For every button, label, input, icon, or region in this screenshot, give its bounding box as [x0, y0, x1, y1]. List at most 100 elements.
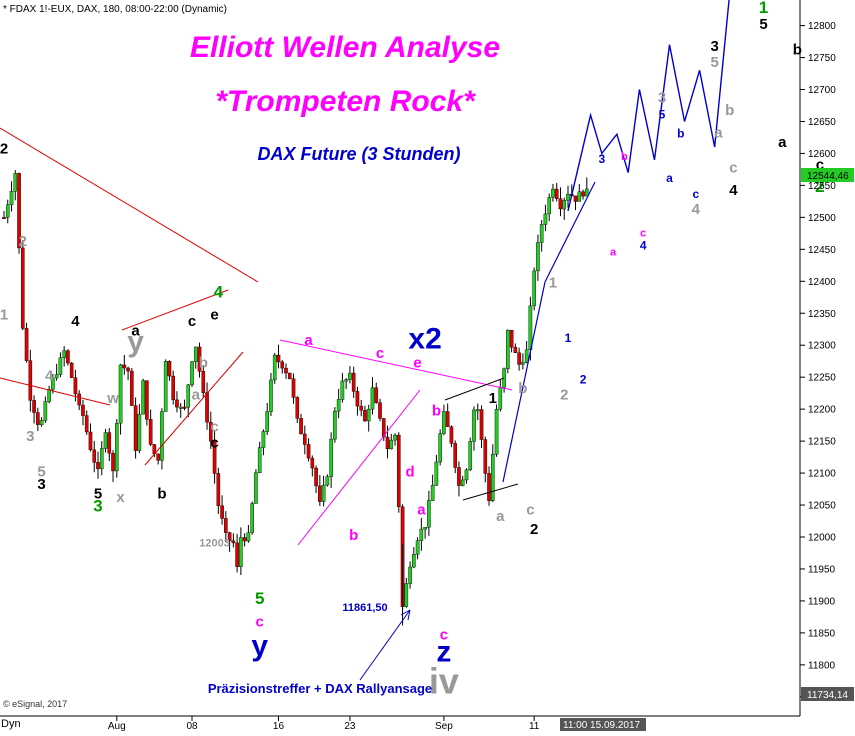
- candle-body: [303, 433, 307, 445]
- candle-body: [521, 362, 525, 365]
- wave-label: z: [436, 636, 451, 669]
- wave-label: c: [440, 626, 448, 643]
- y-tick-label: 12000: [808, 533, 836, 544]
- wave-label: x2: [408, 322, 441, 355]
- crosshair-time-label: 11:00 15.09.2017: [563, 720, 641, 731]
- x-tick-label: 08: [186, 721, 198, 731]
- wave-label: c: [692, 187, 699, 201]
- y-tick-label: 12700: [808, 85, 836, 96]
- candle-body: [239, 537, 243, 567]
- wave-label: y: [127, 326, 144, 359]
- candle-body: [385, 436, 390, 450]
- wave-label: c: [526, 502, 534, 519]
- y-tick-label: 12800: [808, 21, 836, 32]
- candle-body: [43, 401, 48, 421]
- candle-body: [370, 387, 375, 410]
- x-tick-label: 16: [273, 721, 285, 731]
- wave-label: 5: [94, 486, 102, 503]
- wave-label: 2: [560, 387, 568, 404]
- wave-label: b: [518, 380, 527, 397]
- candle-body: [430, 485, 435, 501]
- candle-body: [321, 484, 326, 502]
- candle-body: [539, 224, 544, 243]
- wave-label: 4: [71, 313, 80, 330]
- candle-body: [39, 420, 44, 425]
- wave-label: 5: [255, 589, 264, 608]
- candle-body: [208, 421, 213, 442]
- wave-label: a: [304, 332, 313, 349]
- black-channel-upper: [444, 377, 505, 401]
- candle-body: [344, 379, 348, 382]
- y-tick-label: 12150: [808, 437, 836, 448]
- candle-body: [404, 583, 409, 607]
- candle-body: [475, 409, 480, 412]
- candle-body: [73, 377, 78, 395]
- candle-body: [491, 454, 495, 502]
- wave-label: a: [417, 502, 426, 519]
- candle-body: [137, 413, 142, 451]
- wave-label: 2: [530, 521, 538, 538]
- wave-label: a: [666, 171, 673, 185]
- y-tick-label: 11850: [808, 628, 836, 639]
- copyright-text: © eSignal, 2017: [3, 699, 67, 709]
- y-tick-label: 12250: [808, 373, 836, 384]
- candle-body: [472, 409, 476, 442]
- candle-body: [457, 467, 461, 486]
- wave-label: c: [816, 156, 824, 173]
- candle-body: [389, 439, 394, 450]
- wave-label: 1: [489, 390, 497, 407]
- candle-body: [558, 198, 563, 210]
- wave-label: 4: [729, 182, 738, 199]
- wave-label: a: [610, 247, 617, 259]
- candle-body: [216, 473, 221, 506]
- candle-body: [69, 362, 74, 378]
- wave-label: 5: [759, 16, 767, 33]
- candle-body: [517, 352, 521, 365]
- candle-body: [363, 409, 367, 422]
- x-tick-label: Aug: [108, 721, 126, 731]
- wave-label: 1: [759, 0, 768, 17]
- candle-body: [412, 554, 416, 568]
- candle-body: [374, 387, 379, 403]
- wave-label: 4: [214, 282, 224, 301]
- candle-body: [460, 479, 465, 486]
- chart-subtitle: DAX Future (3 Stunden): [258, 144, 461, 164]
- wave-label: 4: [45, 367, 54, 384]
- candle-body: [585, 188, 589, 197]
- candle-body: [145, 380, 149, 420]
- low-price-annotation: 11861,50: [342, 602, 387, 614]
- wave-label: iv: [429, 661, 459, 702]
- candle-body: [314, 467, 318, 487]
- wave-label: a: [778, 134, 787, 151]
- y-tick-label: 11950: [808, 564, 836, 575]
- x-tick-label: 23: [344, 721, 356, 731]
- y-tick-label: 12550: [808, 181, 836, 192]
- wave-label: 3: [93, 496, 102, 515]
- candle-body: [524, 349, 529, 363]
- candle-body: [483, 439, 488, 474]
- wave-label: a: [131, 323, 140, 340]
- x-tick-label: Sep: [435, 721, 453, 731]
- wave-label: 2: [19, 233, 27, 250]
- candle-body: [329, 438, 333, 477]
- candle-body: [103, 432, 108, 449]
- candle-body: [24, 328, 29, 361]
- wave-label: 5: [659, 107, 666, 121]
- candle-body: [99, 448, 104, 470]
- candle-body: [445, 411, 450, 427]
- candle-body: [408, 566, 412, 584]
- candle-body: [299, 418, 303, 435]
- candle-body: [224, 518, 228, 533]
- candle-body: [419, 528, 424, 541]
- candle-body: [355, 391, 360, 407]
- wave-label: e: [413, 355, 421, 372]
- candle-body: [336, 399, 341, 412]
- candle-body: [186, 384, 191, 408]
- candle-body: [92, 449, 97, 463]
- candle-body: [494, 408, 499, 455]
- y-tick-label: 12100: [808, 469, 836, 480]
- wave-label: 5: [37, 463, 45, 480]
- candle-body: [479, 409, 484, 440]
